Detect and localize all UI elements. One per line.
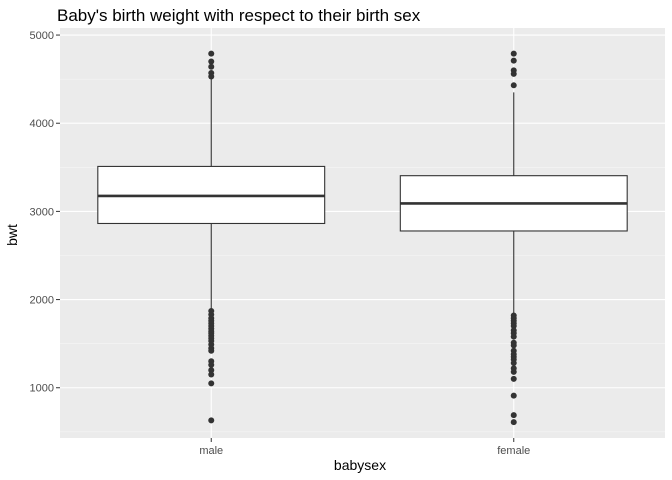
outlier-point [510,70,517,77]
plot-panel [60,28,665,438]
boxes-layer [97,50,628,426]
y-tick-label: 5000 [30,30,54,42]
outlier-point [510,375,517,382]
outlier-point [208,367,215,374]
outlier-point [510,419,517,426]
y-tick-labels: 1000 2000 3000 4000 5000 [30,30,60,395]
outlier-point [510,323,517,330]
chart-title: Baby's birth weight with respect to thei… [57,6,421,25]
x-tick-labels: male female [199,438,530,457]
x-tick-label: female [497,445,530,457]
outlier-point [208,417,215,424]
outlier-point [208,73,215,80]
box-female [399,50,628,426]
outlier-point [208,380,215,387]
outlier-point [510,392,517,399]
outlier-point [510,82,517,89]
y-tick-label: 2000 [30,295,54,307]
outlier-point [510,333,517,340]
outlier-point [208,58,215,65]
outlier-point [208,361,215,368]
outlier-point [510,50,517,57]
outlier-point [208,371,215,378]
x-tick-label: male [199,445,223,457]
y-axis-title: bwt [4,224,20,246]
outlier-point [510,368,517,375]
x-axis-title: babysex [334,457,386,473]
box-male [97,50,326,424]
y-tick-label: 1000 [30,383,54,395]
outlier-point [208,63,215,70]
outlier-point [510,360,517,367]
outlier-point [510,342,517,349]
y-tick-label: 4000 [30,118,54,130]
y-tick-label: 3000 [30,206,54,218]
outlier-point [510,57,517,64]
outlier-point [208,50,215,57]
outlier-point [510,412,517,419]
outlier-point [208,347,215,354]
